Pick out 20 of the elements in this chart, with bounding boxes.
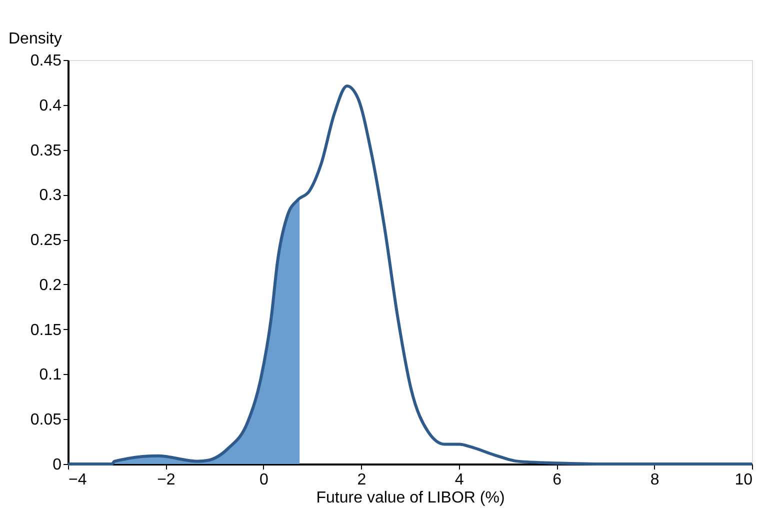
x-tick-label: 6 xyxy=(552,472,562,488)
y-tick-label: 0.1 xyxy=(39,366,62,384)
y-tick-label: 0.05 xyxy=(30,412,62,429)
x-tick-label: −4 xyxy=(68,472,87,488)
x-tick-label: 4 xyxy=(454,472,464,488)
y-tick-label: 0.15 xyxy=(30,322,62,339)
y-tick-label: 0.45 xyxy=(30,52,62,70)
y-tick-label: 0 xyxy=(52,456,62,474)
x-tick-label: 10 xyxy=(734,472,753,488)
y-tick-label: 0.3 xyxy=(39,187,62,204)
y-tick-label: 0.4 xyxy=(39,97,62,114)
y-tick-label: 0.2 xyxy=(39,276,62,294)
y-axis-title: Density xyxy=(8,30,62,48)
x-tick-label: 0 xyxy=(259,472,268,488)
x-tick-label: 2 xyxy=(357,472,366,488)
y-tick-label: 0.25 xyxy=(30,232,62,250)
x-tick-label: 8 xyxy=(650,472,660,488)
x-axis-title: Future value of LIBOR (%) xyxy=(316,490,505,506)
y-tick-label: 0.35 xyxy=(30,142,62,160)
x-tick-label: −2 xyxy=(157,472,176,488)
